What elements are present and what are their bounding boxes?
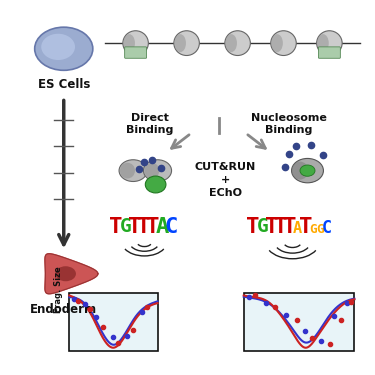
Ellipse shape <box>225 31 251 56</box>
Ellipse shape <box>35 27 93 70</box>
Polygon shape <box>45 254 98 294</box>
Text: T: T <box>109 217 122 237</box>
Ellipse shape <box>292 158 323 183</box>
FancyBboxPatch shape <box>318 47 340 58</box>
Ellipse shape <box>292 162 308 180</box>
Ellipse shape <box>271 31 296 56</box>
Ellipse shape <box>56 266 76 281</box>
Text: Nucleosome
Binding: Nucleosome Binding <box>251 113 327 135</box>
Text: T: T <box>274 217 287 237</box>
Text: CUT&RUN
+
EChO: CUT&RUN + EChO <box>194 162 256 198</box>
Ellipse shape <box>174 31 200 56</box>
Text: G: G <box>316 223 324 236</box>
Ellipse shape <box>317 34 329 52</box>
Text: ES Cells: ES Cells <box>38 78 90 91</box>
Text: A: A <box>156 217 169 237</box>
Text: C: C <box>165 217 178 237</box>
Text: T: T <box>137 217 151 237</box>
Text: Endoderm: Endoderm <box>30 303 98 316</box>
Text: T: T <box>246 217 260 237</box>
Ellipse shape <box>123 31 148 56</box>
Ellipse shape <box>300 165 315 176</box>
Text: T: T <box>283 217 296 237</box>
Ellipse shape <box>174 34 186 52</box>
Text: C: C <box>322 219 332 237</box>
Text: A: A <box>293 221 302 236</box>
Text: G: G <box>120 217 132 236</box>
FancyBboxPatch shape <box>69 292 158 351</box>
Text: Direct
Binding: Direct Binding <box>126 113 174 135</box>
FancyBboxPatch shape <box>244 292 354 351</box>
Ellipse shape <box>225 34 237 52</box>
Text: Frag. Size: Frag. Size <box>54 266 63 313</box>
Ellipse shape <box>143 160 171 182</box>
Text: T: T <box>298 217 312 237</box>
Ellipse shape <box>123 34 135 52</box>
FancyBboxPatch shape <box>124 47 147 58</box>
Ellipse shape <box>316 31 342 56</box>
Ellipse shape <box>120 163 135 178</box>
Ellipse shape <box>272 34 283 52</box>
Ellipse shape <box>144 163 159 178</box>
Ellipse shape <box>146 176 166 193</box>
Ellipse shape <box>41 34 75 60</box>
Text: G: G <box>256 217 268 236</box>
Ellipse shape <box>119 160 147 182</box>
Text: T: T <box>265 217 278 237</box>
Text: T: T <box>128 217 142 237</box>
Text: G: G <box>310 223 317 236</box>
Text: T: T <box>146 217 160 237</box>
